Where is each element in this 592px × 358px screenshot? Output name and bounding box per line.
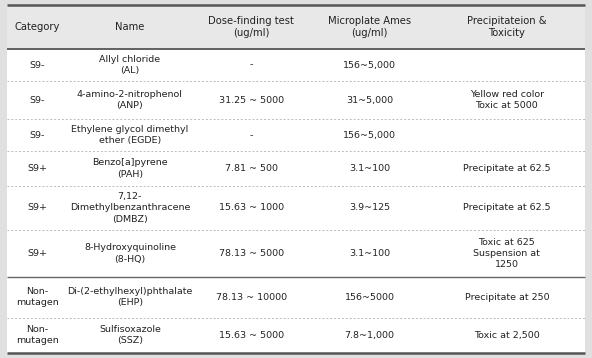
Bar <box>7 5 585 49</box>
Text: -: - <box>250 131 253 140</box>
Text: 3.1~100: 3.1~100 <box>349 164 390 173</box>
Text: 7.81 ~ 500: 7.81 ~ 500 <box>225 164 278 173</box>
Text: 15.63 ~ 5000: 15.63 ~ 5000 <box>218 330 284 340</box>
Text: Precipitate at 62.5: Precipitate at 62.5 <box>463 203 551 212</box>
Text: 156~5,000: 156~5,000 <box>343 61 396 69</box>
Text: Non-
mutagen: Non- mutagen <box>16 325 59 345</box>
Text: Microplate Ames
(ug/ml): Microplate Ames (ug/ml) <box>328 16 411 39</box>
Text: Allyl chloride
(AL): Allyl chloride (AL) <box>99 55 160 75</box>
Text: Name: Name <box>115 22 144 32</box>
Text: S9+: S9+ <box>27 164 47 173</box>
Text: Precipitateion &
Toxicity: Precipitateion & Toxicity <box>467 16 546 39</box>
Text: S9-: S9- <box>30 96 45 105</box>
Text: Toxic at 2,500: Toxic at 2,500 <box>474 330 540 340</box>
Text: Sulfisoxazole
(SSZ): Sulfisoxazole (SSZ) <box>99 325 161 345</box>
Text: 156~5000: 156~5000 <box>345 293 395 302</box>
Text: 7,12-
Dimethylbenzanthracene
(DMBZ): 7,12- Dimethylbenzanthracene (DMBZ) <box>70 192 190 223</box>
Text: 31.25 ~ 5000: 31.25 ~ 5000 <box>218 96 284 105</box>
Text: 156~5,000: 156~5,000 <box>343 131 396 140</box>
Text: 3.1~100: 3.1~100 <box>349 249 390 258</box>
Text: Non-
mutagen: Non- mutagen <box>16 287 59 308</box>
Text: 7.8~1,000: 7.8~1,000 <box>345 330 395 340</box>
Text: Yellow red color
Toxic at 5000: Yellow red color Toxic at 5000 <box>470 90 544 110</box>
Text: S9+: S9+ <box>27 249 47 258</box>
Text: S9+: S9+ <box>27 203 47 212</box>
Text: 78.13 ~ 10000: 78.13 ~ 10000 <box>215 293 287 302</box>
Text: Ethylene glycol dimethyl
ether (EGDE): Ethylene glycol dimethyl ether (EGDE) <box>71 125 188 145</box>
Text: 31~5,000: 31~5,000 <box>346 96 393 105</box>
Text: 4-amino-2-nitrophenol
(ANP): 4-amino-2-nitrophenol (ANP) <box>77 90 183 110</box>
Text: Di-(2-ethylhexyl)phthalate
(EHP): Di-(2-ethylhexyl)phthalate (EHP) <box>67 287 192 308</box>
Text: 15.63 ~ 1000: 15.63 ~ 1000 <box>218 203 284 212</box>
Text: Category: Category <box>15 22 60 32</box>
Text: Toxic at 625
Suspension at
1250: Toxic at 625 Suspension at 1250 <box>474 238 540 269</box>
Text: Precipitate at 250: Precipitate at 250 <box>465 293 549 302</box>
Text: Dose-finding test
(ug/ml): Dose-finding test (ug/ml) <box>208 16 294 39</box>
Text: S9-: S9- <box>30 131 45 140</box>
Text: S9-: S9- <box>30 61 45 69</box>
Text: 8-Hydroxyquinoline
(8-HQ): 8-Hydroxyquinoline (8-HQ) <box>84 243 176 263</box>
Text: -: - <box>250 61 253 69</box>
Text: 78.13 ~ 5000: 78.13 ~ 5000 <box>218 249 284 258</box>
Text: Precipitate at 62.5: Precipitate at 62.5 <box>463 164 551 173</box>
Text: Benzo[a]pyrene
(PAH): Benzo[a]pyrene (PAH) <box>92 159 168 179</box>
Text: 3.9~125: 3.9~125 <box>349 203 390 212</box>
